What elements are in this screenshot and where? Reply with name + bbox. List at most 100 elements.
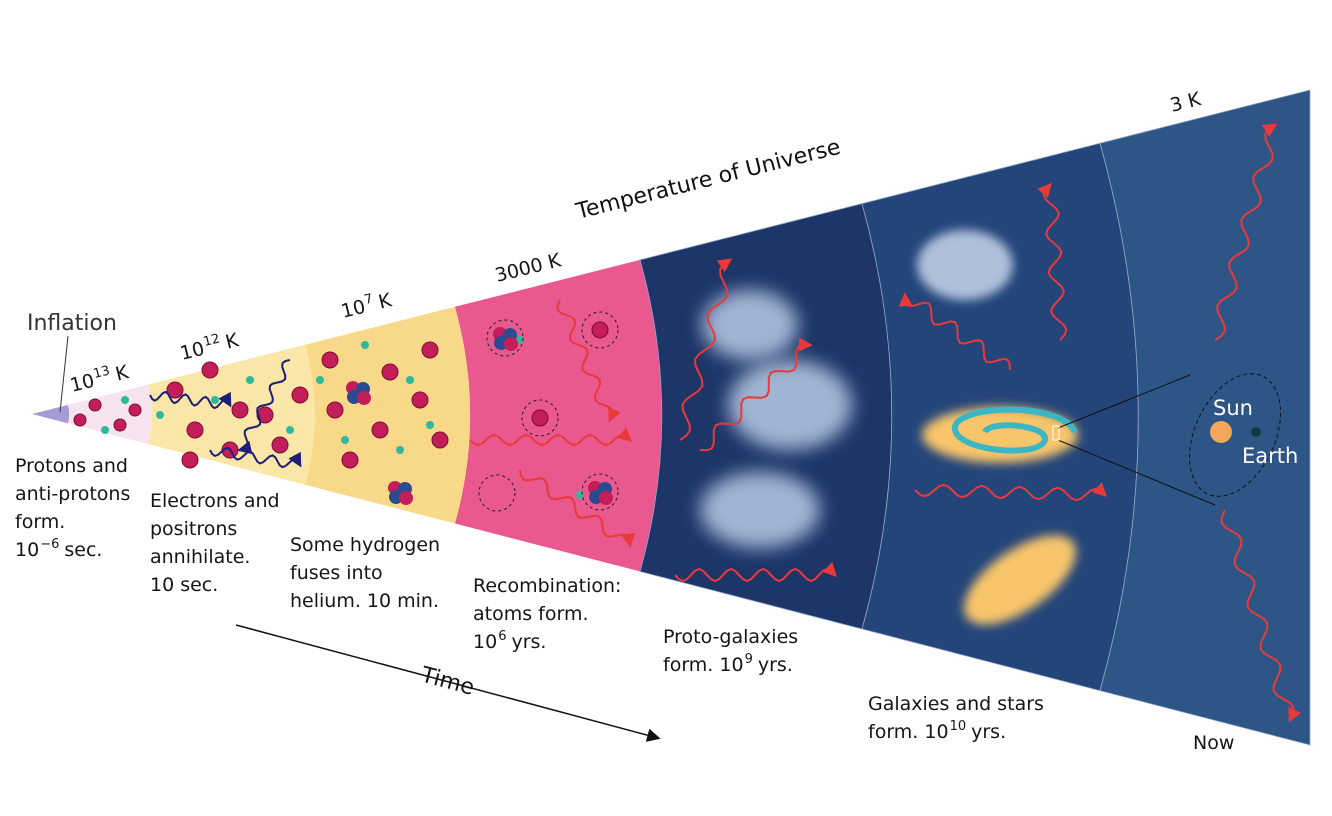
stage-caption: Some hydrogen fuses into helium. 10 min.: [290, 534, 440, 612]
era-section: [68, 384, 153, 445]
text-sup: 6: [498, 629, 506, 644]
proton: [321, 351, 339, 369]
proton: [371, 421, 389, 439]
text-base: 10: [473, 631, 497, 653]
stage-caption: Electrons and positrons annihilate. 10 sec.: [150, 490, 280, 596]
stage-caption: Galaxies and stars form. 1010 yrs.: [868, 693, 1044, 743]
proton: [181, 451, 199, 469]
proton: [73, 413, 87, 427]
photon: [209, 446, 302, 469]
text-line: form.: [15, 511, 65, 533]
atom-orbit: [521, 399, 559, 437]
photon: [1220, 509, 1302, 723]
text-line: positrons: [150, 518, 237, 540]
proton: [326, 401, 344, 419]
zoom-lines: [1057, 374, 1216, 506]
photon: [519, 469, 635, 548]
zoom-box: [1052, 425, 1060, 441]
proton: [271, 436, 289, 454]
nucleus: [357, 391, 371, 405]
proton: [88, 398, 102, 412]
proton: [201, 361, 219, 379]
electron: [286, 426, 294, 434]
text-sup: 9: [745, 652, 753, 667]
text-line: Electrons and: [150, 490, 280, 512]
text-after: K: [113, 361, 131, 385]
text-line: Now: [1193, 732, 1234, 754]
proto-galaxy: [700, 472, 820, 548]
era-section: [148, 344, 315, 485]
nucleus: [504, 337, 518, 351]
proton: [291, 386, 309, 404]
text-line: 3000 K: [493, 249, 564, 287]
text-base: form. 10: [663, 654, 744, 676]
photon: [898, 292, 1011, 371]
text-base: 10: [178, 338, 207, 365]
electron: [426, 421, 434, 429]
proton: [411, 391, 429, 409]
text-line: Proto-galaxies: [663, 626, 798, 648]
text-line: Recombination:: [473, 575, 621, 597]
stage-caption: Protons and anti-protons form. 10−6 sec.: [15, 455, 130, 561]
era-section: [305, 306, 471, 524]
proton: [381, 363, 399, 381]
inflation-pointer: [59, 335, 69, 413]
time-arrow: [235, 624, 661, 742]
text-line: Some hydrogen: [290, 534, 440, 556]
stage-caption: Proto-galaxies form. 109 yrs.: [663, 626, 798, 676]
photon: [914, 482, 1108, 502]
sun-label: Sun: [1213, 396, 1253, 420]
temperature-label: 107K: [338, 287, 394, 323]
electron: [316, 376, 324, 384]
text-line: 10 sec.: [150, 574, 218, 596]
temperature-label: 1013K: [67, 359, 131, 397]
proton: [186, 421, 204, 439]
text-line: anti-protons: [15, 483, 130, 505]
title: Temperature of Universe: [573, 135, 843, 225]
electron: [516, 336, 524, 344]
text-line: atoms form.: [473, 603, 589, 625]
stage-caption: Now: [1193, 732, 1234, 754]
earth-dot: [1251, 427, 1261, 437]
atom-orbit: [486, 319, 524, 357]
text-after: K: [223, 329, 241, 353]
decorations: [73, 123, 1302, 723]
atom-orbit: [478, 474, 516, 512]
electron: [156, 411, 164, 419]
proton: [591, 321, 609, 339]
inflation-label: Inflation: [27, 311, 117, 336]
text-after: yrs.: [758, 654, 793, 676]
text-after: yrs.: [511, 631, 546, 653]
text-sup: 13: [92, 363, 112, 382]
electron: [361, 341, 369, 349]
nucleus: [399, 491, 413, 505]
proton: [341, 451, 359, 469]
photon: [237, 359, 291, 455]
temperature-label: 3000 K: [493, 249, 564, 287]
text-sup: 12: [202, 331, 222, 350]
photon: [699, 337, 813, 452]
text-after: yrs.: [971, 721, 1006, 743]
electron: [406, 376, 414, 384]
proto-galaxy: [702, 290, 798, 360]
text-after: sec.: [64, 539, 102, 561]
text-base: 10: [339, 296, 368, 323]
nucleus: [599, 491, 613, 505]
photon: [1214, 123, 1278, 341]
text-base: 10: [68, 370, 97, 397]
temperature-label: 1012K: [177, 327, 241, 365]
electron: [101, 426, 109, 434]
elliptical-galaxy: [964, 535, 1076, 625]
time-label: Time: [417, 662, 476, 700]
photon: [1037, 182, 1068, 341]
photon: [149, 390, 232, 410]
text-base: 10: [15, 539, 39, 561]
proton: [531, 409, 549, 427]
atom-orbit: [581, 311, 619, 349]
electron: [121, 396, 129, 404]
sun-dot: [1210, 421, 1232, 443]
photon: [556, 299, 621, 423]
text-base: form. 10: [868, 721, 949, 743]
photon: [674, 562, 837, 583]
